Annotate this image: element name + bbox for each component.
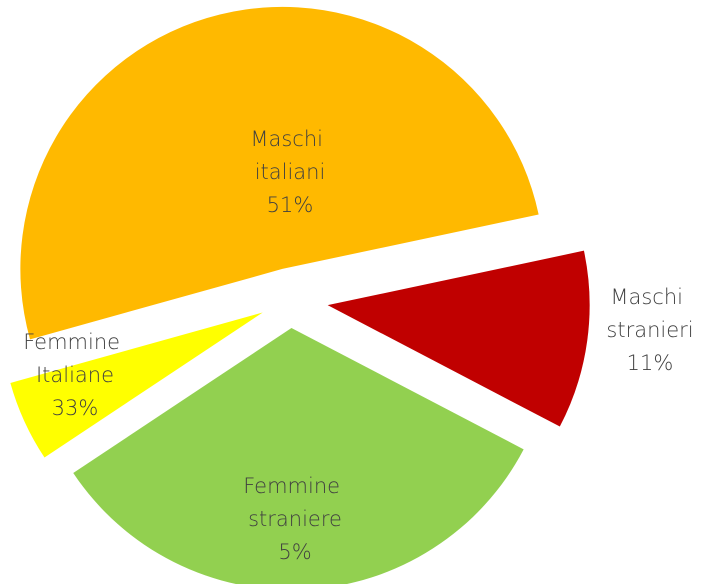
pie-slice: [10, 312, 263, 458]
slice-label: Maschi stranieri: [606, 285, 693, 342]
label-line: Maschi: [610, 285, 689, 309]
pie-slice: [73, 327, 524, 584]
label-line: Italiane: [36, 363, 114, 387]
slice-value-label: 33%: [52, 396, 99, 420]
slice-label: Femmine Italiane: [23, 330, 127, 387]
slice-label: Femmine straniere: [243, 474, 347, 531]
label-line: stranieri: [606, 318, 693, 342]
label-line: Femmine: [243, 474, 347, 498]
slice-value-label: 11%: [627, 351, 674, 375]
label-line: Femmine: [23, 330, 127, 354]
pie-slice: [20, 6, 539, 340]
label-line: italiani: [255, 160, 326, 184]
slice-value-label: 51%: [267, 193, 314, 217]
label-line: straniere: [248, 507, 342, 531]
slice-value-label: 5%: [278, 540, 311, 564]
pie-slice: [327, 250, 590, 427]
label-line: Maschi: [250, 127, 329, 151]
slice-label: Maschi italiani: [250, 127, 329, 184]
